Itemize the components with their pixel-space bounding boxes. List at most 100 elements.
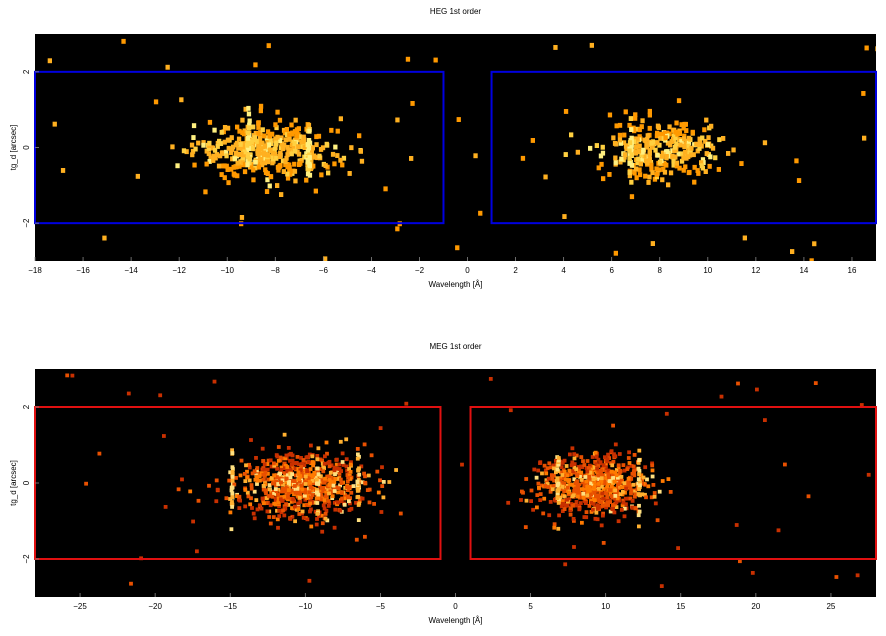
event-bin [247, 118, 252, 124]
event-bin [615, 490, 620, 495]
event-bin [566, 490, 571, 495]
event-bin [589, 492, 593, 497]
event-bin [153, 99, 159, 105]
event-bin [594, 462, 599, 467]
event-bin [349, 145, 354, 151]
event-bin [271, 481, 275, 486]
event-bin [605, 459, 609, 464]
event-bin [544, 471, 549, 476]
event-bin [587, 475, 591, 479]
event-bin [285, 465, 290, 469]
event-bin [359, 158, 365, 164]
event-bin [621, 157, 626, 163]
event-bin [647, 174, 652, 180]
event-bin [624, 146, 629, 152]
event-bin [585, 490, 590, 494]
event-bin [315, 490, 319, 495]
event-bin [290, 458, 295, 463]
event-bin [834, 575, 839, 579]
event-bin [330, 496, 335, 500]
event-bin [519, 498, 523, 502]
event-bin [300, 144, 305, 150]
event-bin [536, 481, 541, 486]
event-bin [596, 464, 601, 468]
event-bin [355, 447, 360, 451]
event-bin [549, 473, 554, 477]
event-bin [309, 150, 314, 156]
event-bin [301, 468, 306, 473]
event-bin [663, 135, 668, 141]
event-bin [188, 489, 193, 494]
event-bin [629, 464, 634, 468]
event-bin [345, 473, 350, 477]
event-bin [560, 493, 565, 498]
event-bin [633, 506, 638, 511]
event-bin [609, 449, 614, 454]
event-bin [313, 509, 318, 514]
event-bin [282, 513, 287, 518]
event-bin [291, 487, 296, 492]
event-bin [330, 151, 336, 157]
event-bin [568, 452, 572, 457]
event-bin [316, 496, 321, 500]
panel-2: MEG 1st order−25 −20 −15 −10 −5 0 5 10 15 20 25−20… [9, 342, 877, 625]
event-bin [323, 495, 328, 499]
event-bin [335, 457, 339, 462]
event-bin [327, 477, 332, 482]
event-bin [567, 478, 571, 482]
event-bin [263, 152, 268, 157]
event-bin [601, 513, 605, 518]
event-bin [274, 489, 279, 494]
event-bin [325, 474, 330, 479]
event-bin [333, 476, 338, 481]
event-bin [381, 480, 386, 484]
event-bin [562, 458, 567, 463]
event-bin [591, 465, 596, 470]
event-bin [578, 501, 583, 505]
event-bin [363, 474, 367, 479]
event-bin [776, 528, 781, 533]
event-bin [556, 481, 561, 486]
event-bin [288, 475, 293, 480]
event-bin [587, 485, 591, 489]
event-bin [541, 511, 546, 516]
event-bin [636, 467, 641, 471]
event-bin [262, 462, 267, 467]
event-bin [293, 117, 298, 123]
event-bin [559, 470, 563, 475]
event-bin [576, 494, 580, 499]
event-bin [647, 152, 652, 158]
event-bin [266, 471, 270, 476]
event-bin [603, 455, 607, 460]
event-bin [664, 411, 669, 416]
y-tick-label: −2 [22, 218, 31, 228]
event-bin [596, 503, 600, 508]
event-bin [738, 559, 742, 564]
event-bin [572, 456, 577, 461]
event-bin [238, 142, 243, 147]
event-bin [297, 462, 301, 467]
event-bin [319, 172, 324, 178]
event-bin [582, 515, 587, 519]
event-bin [587, 477, 592, 481]
event-bin [207, 119, 213, 125]
event-bin [555, 476, 560, 481]
event-bin [275, 475, 279, 479]
event-bin [554, 458, 558, 463]
event-bin [248, 502, 253, 507]
event-bin [340, 491, 344, 495]
event-bin [584, 479, 589, 484]
event-bin [647, 125, 652, 131]
event-bin [102, 235, 107, 241]
event-bin [358, 496, 363, 501]
event-bin [295, 486, 300, 491]
event-bin [354, 537, 359, 542]
event-bin [279, 135, 284, 141]
event-bin [638, 480, 642, 485]
event-bin [625, 467, 630, 471]
event-bin [589, 501, 594, 505]
event-bin [637, 172, 643, 178]
event-bin [299, 471, 304, 475]
event-bin [624, 482, 629, 486]
event-bin [673, 154, 678, 160]
